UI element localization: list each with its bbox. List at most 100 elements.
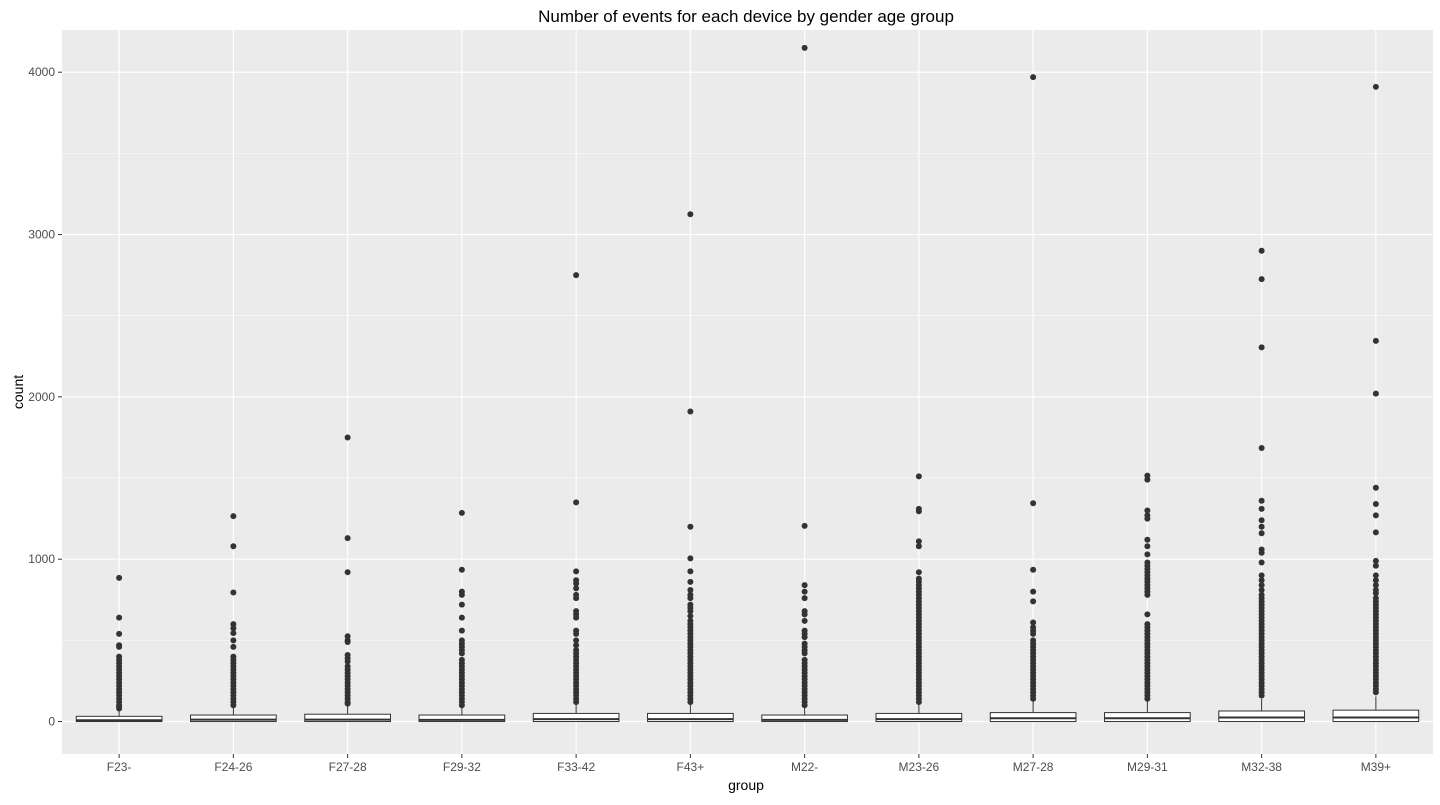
outlier-point [458, 702, 465, 709]
outlier-point [1144, 695, 1151, 702]
outlier-point [801, 595, 808, 602]
outlier-point [1258, 582, 1265, 589]
x-tick-label: F27-28 [329, 760, 367, 774]
outlier-point [1030, 598, 1037, 605]
outlier-point [1258, 530, 1265, 537]
outlier-point [1258, 523, 1265, 530]
box-iqr [1218, 710, 1305, 723]
outliers-M23-26 [915, 473, 922, 706]
outliers-F29-32 [458, 509, 465, 709]
chart-title: Number of events for each device by gend… [538, 7, 954, 26]
outlier-point [801, 611, 808, 618]
y-tick-label: 4000 [28, 65, 55, 79]
x-tick-label: F29-32 [443, 760, 481, 774]
outlier-point [116, 630, 123, 637]
outlier-point [687, 699, 694, 706]
outlier-point [230, 543, 237, 550]
outlier-point [1258, 517, 1265, 524]
plot-panel [62, 30, 1433, 754]
outlier-point [1372, 572, 1379, 579]
x-tick-label: M27-28 [1013, 760, 1054, 774]
outlier-point [458, 614, 465, 621]
outlier-point [1144, 507, 1151, 514]
x-tick-label: F43+ [677, 760, 705, 774]
outlier-point [230, 589, 237, 596]
outlier-point [687, 613, 694, 620]
outlier-point [1258, 497, 1265, 504]
y-axis-title: count [10, 375, 26, 409]
outlier-point [573, 499, 580, 506]
outlier-point [687, 523, 694, 530]
x-axis-title: group [728, 777, 764, 793]
outlier-point [458, 650, 465, 657]
outlier-point [1372, 390, 1379, 397]
outlier-point [801, 582, 808, 589]
outliers-layer [116, 44, 1379, 712]
outlier-point [1258, 344, 1265, 351]
outlier-point [687, 595, 694, 602]
outlier-point [1258, 549, 1265, 556]
outlier-point [1258, 505, 1265, 512]
outlier-point [687, 608, 694, 615]
outliers-F27-28 [344, 434, 351, 707]
outlier-point [116, 574, 123, 581]
outlier-point [1372, 557, 1379, 564]
outlier-point [1372, 562, 1379, 569]
y-tick-label: 3000 [28, 228, 55, 242]
outlier-point [458, 591, 465, 598]
x-tick-label: F24-26 [214, 760, 252, 774]
outlier-point [116, 614, 123, 621]
outlier-point [573, 272, 580, 279]
outliers-M27-28 [1030, 74, 1037, 702]
outlier-point [573, 630, 580, 637]
x-tick-label: F23- [107, 760, 132, 774]
box-M32-38 [1218, 698, 1305, 723]
box-iqr [989, 712, 1077, 723]
y-tick-label: 0 [48, 715, 55, 729]
outlier-point [1144, 551, 1151, 558]
box-M29-31 [1104, 700, 1191, 723]
outlier-point [1030, 630, 1037, 637]
outliers-M39+ [1372, 83, 1379, 696]
outlier-point [1372, 590, 1379, 597]
outlier-point [1144, 543, 1151, 550]
y-tick-label: 2000 [28, 390, 55, 404]
box-iqr [1332, 709, 1420, 723]
outlier-point [1030, 588, 1037, 595]
outlier-point [1372, 582, 1379, 589]
outlier-point [687, 555, 694, 562]
box-iqr [875, 712, 963, 723]
x-tick-label: M29-31 [1127, 760, 1168, 774]
outlier-point [344, 700, 351, 707]
box-iqr [304, 713, 391, 723]
outlier-point [915, 473, 922, 480]
x-tick-label: M39+ [1361, 760, 1391, 774]
outliers-M32-38 [1258, 247, 1265, 699]
outlier-point [801, 702, 808, 709]
panel-background [62, 30, 1433, 754]
outlier-point [801, 634, 808, 641]
box-iqr [190, 714, 277, 723]
outliers-F24-26 [230, 513, 237, 709]
outlier-point [344, 569, 351, 576]
outlier-point [1372, 512, 1379, 519]
box-F24-26 [190, 706, 277, 723]
outlier-point [458, 627, 465, 634]
outlier-point [1372, 529, 1379, 536]
outlier-point [801, 588, 808, 595]
outlier-point [1030, 74, 1037, 81]
x-tick-label: M32-38 [1241, 760, 1282, 774]
outlier-point [344, 434, 351, 441]
outlier-point [344, 658, 351, 665]
outlier-point [573, 595, 580, 602]
outlier-point [1030, 619, 1037, 626]
outlier-point [801, 617, 808, 624]
outlier-point [230, 630, 237, 637]
outlier-point [230, 702, 237, 709]
outlier-point [1144, 476, 1151, 483]
outlier-point [1258, 247, 1265, 254]
outlier-point [915, 538, 922, 545]
outlier-point [915, 508, 922, 515]
outlier-point [344, 638, 351, 645]
